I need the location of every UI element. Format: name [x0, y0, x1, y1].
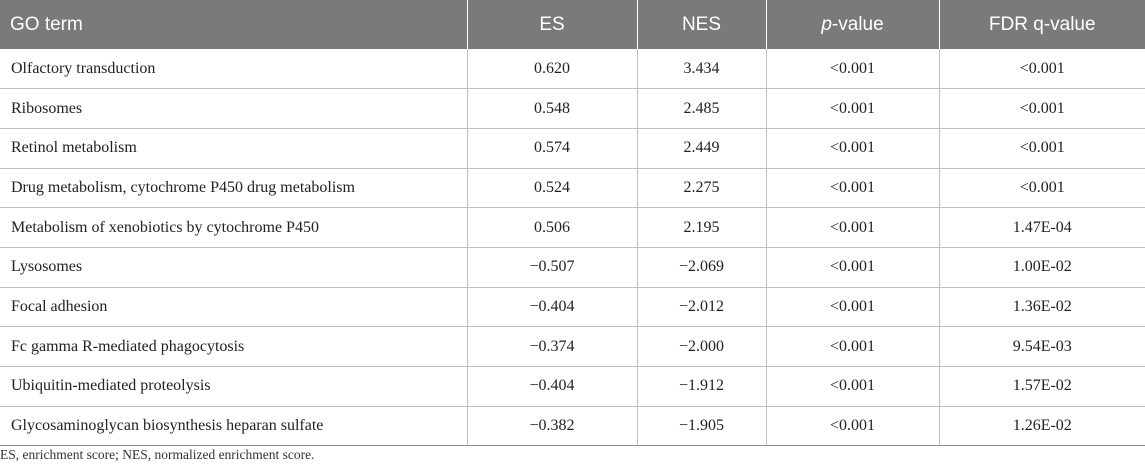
- go-enrichment-table: GO term ES NES p-value FDR q-value Olfac…: [0, 0, 1145, 447]
- cell-go-term: Ubiquitin-mediated proteolysis: [0, 366, 467, 407]
- cell-p-value: <0.001: [765, 49, 939, 90]
- cell-fdr-q-value: 1.26E-02: [938, 406, 1145, 447]
- cell-go-term: Lysosomes: [0, 247, 467, 288]
- header-row: GO term ES NES p-value FDR q-value: [0, 0, 1145, 49]
- cell-nes: −1.905: [636, 406, 766, 447]
- cell-go-term: Metabolism of xenobiotics by cytochrome …: [0, 207, 467, 248]
- cell-go-term: Drug metabolism, cytochrome P450 drug me…: [0, 168, 467, 209]
- cell-es: −0.382: [466, 406, 637, 447]
- cell-es: −0.507: [466, 247, 637, 288]
- header-p-value: p-value: [765, 0, 939, 49]
- cell-fdr-q-value: 1.00E-02: [938, 247, 1145, 288]
- cell-go-term: Focal adhesion: [0, 287, 467, 328]
- cell-es: −0.404: [466, 287, 637, 328]
- cell-fdr-q-value: <0.001: [938, 168, 1145, 209]
- results-table-container: GO term ES NES p-value FDR q-value Olfac…: [0, 0, 1145, 447]
- table-row: Focal adhesion −0.404 −2.012 <0.001 1.36E-02: [0, 287, 1145, 328]
- table-row: Metabolism of xenobiotics by cytochrome …: [0, 207, 1145, 248]
- header-fdr-q-value: FDR q-value: [938, 0, 1145, 49]
- table-footnote: ES, enrichment score; NES, normalized en…: [0, 447, 315, 462]
- cell-p-value: <0.001: [765, 168, 939, 209]
- header-es: ES: [466, 0, 637, 49]
- cell-go-term: Ribosomes: [0, 88, 467, 129]
- table-row: Drug metabolism, cytochrome P450 drug me…: [0, 168, 1145, 209]
- table-row: Ubiquitin-mediated proteolysis −0.404 −1.9…: [0, 366, 1145, 407]
- cell-p-value: <0.001: [765, 247, 939, 288]
- cell-p-value: <0.001: [765, 207, 939, 248]
- cell-fdr-q-value: <0.001: [938, 49, 1145, 90]
- cell-nes: 2.449: [636, 128, 766, 169]
- cell-fdr-q-value: <0.001: [938, 128, 1145, 169]
- cell-nes: 2.275: [636, 168, 766, 209]
- cell-fdr-q-value: 9.54E-03: [938, 326, 1145, 367]
- cell-fdr-q-value: 1.36E-02: [938, 287, 1145, 328]
- cell-nes: 2.195: [636, 207, 766, 248]
- cell-p-value: <0.001: [765, 406, 939, 447]
- cell-nes: −2.012: [636, 287, 766, 328]
- cell-go-term: Olfactory transduction: [0, 49, 467, 90]
- header-go-term: GO term: [10, 13, 83, 35]
- table-row: Glycosaminoglycan biosynthesis heparan s…: [0, 406, 1145, 447]
- cell-go-term: Retinol metabolism: [0, 128, 467, 169]
- cell-fdr-q-value: 1.57E-02: [938, 366, 1145, 407]
- cell-p-value: <0.001: [765, 128, 939, 169]
- cell-fdr-q-value: 1.47E-04: [938, 207, 1145, 248]
- table-row: Olfactory transduction 0.620 3.434 <0.001 <0…: [0, 49, 1145, 90]
- table-row: Ribosomes 0.548 2.485 <0.001 <0.001: [0, 88, 1145, 129]
- cell-es: −0.404: [466, 366, 637, 407]
- header-nes: NES: [636, 0, 766, 49]
- cell-es: 0.524: [466, 168, 637, 209]
- cell-nes: −2.000: [636, 326, 766, 367]
- cell-go-term: Fc gamma R-mediated phagocytosis: [0, 326, 467, 367]
- cell-p-value: <0.001: [765, 287, 939, 328]
- cell-es: 0.548: [466, 88, 637, 129]
- table-row: Retinol metabolism 0.574 2.449 <0.001 <0.001: [0, 128, 1145, 169]
- cell-es: −0.374: [466, 326, 637, 367]
- cell-p-value: <0.001: [765, 326, 939, 367]
- header-p-letter: p: [821, 13, 832, 35]
- cell-nes: −1.912: [636, 366, 766, 407]
- cell-es: 0.574: [466, 128, 637, 169]
- cell-p-value: <0.001: [765, 366, 939, 407]
- cell-fdr-q-value: <0.001: [938, 88, 1145, 129]
- cell-p-value: <0.001: [765, 88, 939, 129]
- cell-es: 0.506: [466, 207, 637, 248]
- cell-es: 0.620: [466, 49, 637, 90]
- table-body: Olfactory transduction 0.620 3.434 <0.001 <0…: [0, 49, 1145, 447]
- cell-nes: −2.069: [636, 247, 766, 288]
- cell-nes: 2.485: [636, 88, 766, 129]
- table-row: Fc gamma R-mediated phagocytosis −0.374 −2…: [0, 326, 1145, 367]
- table-row: Lysosomes −0.507 −2.069 <0.001 1.00E-02: [0, 247, 1145, 288]
- table-header: GO term ES NES p-value FDR q-value: [0, 0, 1145, 49]
- cell-go-term: Glycosaminoglycan biosynthesis heparan s…: [0, 406, 467, 447]
- cell-nes: 3.434: [636, 49, 766, 90]
- header-p-suffix: -value: [831, 13, 884, 35]
